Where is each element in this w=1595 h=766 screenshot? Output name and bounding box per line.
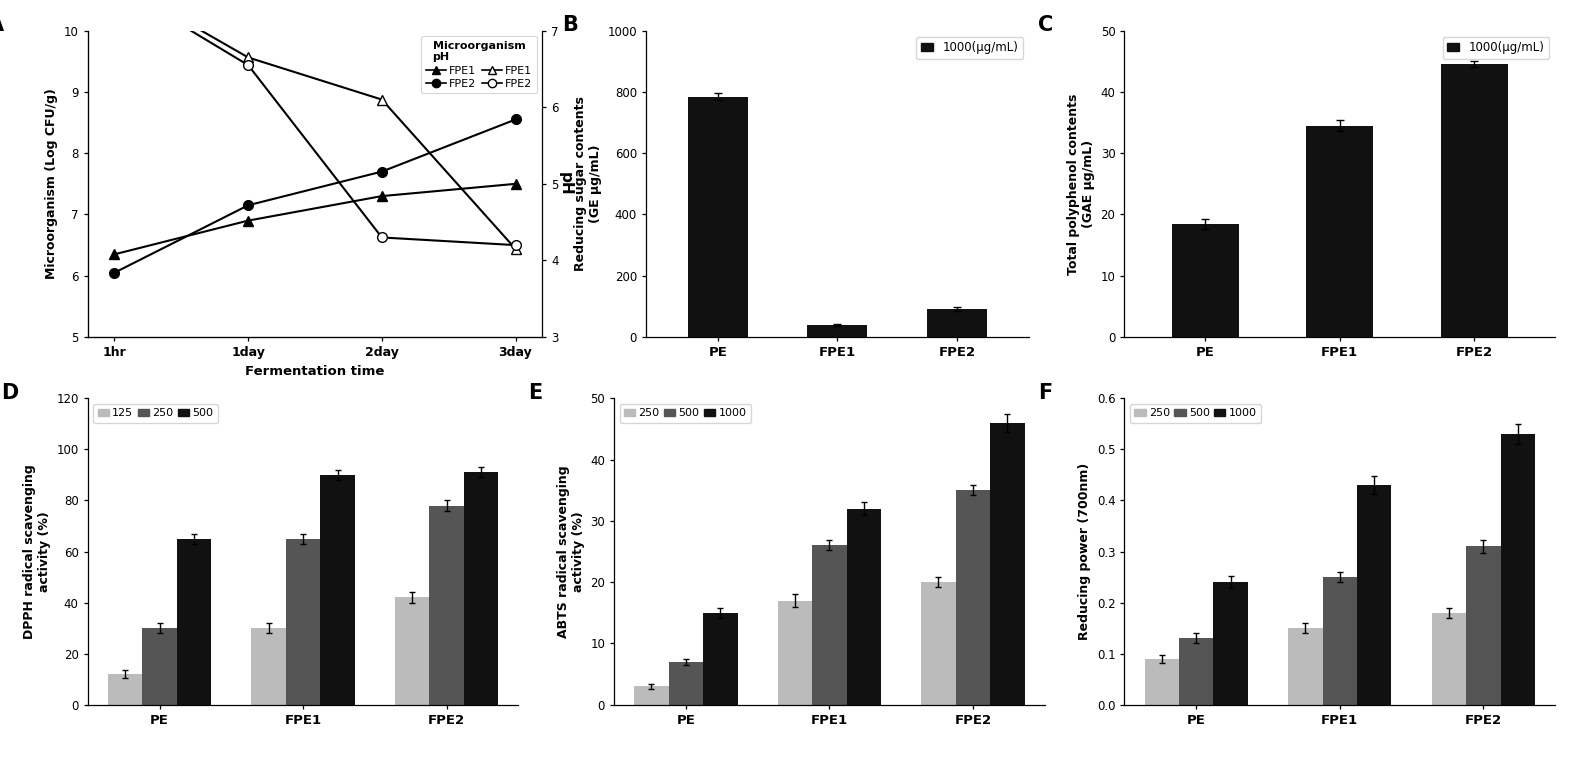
Bar	[847, 509, 880, 705]
Bar	[177, 538, 211, 705]
Bar	[108, 674, 142, 705]
Bar	[1145, 659, 1179, 705]
Legend: 250, 500, 1000: 250, 500, 1000	[619, 404, 751, 423]
Bar	[321, 475, 354, 705]
Bar	[1306, 126, 1373, 337]
Bar	[464, 473, 498, 705]
Y-axis label: Total polyphenol contents
(GAE μg/mL): Total polyphenol contents (GAE μg/mL)	[1067, 93, 1096, 274]
Text: B: B	[561, 15, 577, 35]
Bar	[922, 582, 955, 705]
Bar	[807, 325, 868, 337]
Bar	[635, 686, 668, 705]
Bar	[1440, 64, 1507, 337]
Y-axis label: Microorganism (Log CFU/g): Microorganism (Log CFU/g)	[45, 88, 59, 280]
Bar	[927, 309, 987, 337]
Bar	[142, 628, 177, 705]
Text: E: E	[528, 383, 542, 403]
Bar	[429, 506, 464, 705]
Bar	[1357, 485, 1391, 705]
Text: F: F	[1038, 383, 1053, 403]
Bar	[1214, 582, 1247, 705]
Legend: 1000(μg/mL): 1000(μg/mL)	[916, 37, 1022, 59]
Text: C: C	[1038, 15, 1054, 35]
Text: A: A	[0, 15, 3, 35]
Bar	[1501, 434, 1534, 705]
Bar	[286, 538, 321, 705]
Bar	[668, 662, 703, 705]
Legend: 125, 250, 500: 125, 250, 500	[93, 404, 217, 423]
Legend: FPE1, FPE2, FPE1, FPE2: FPE1, FPE2, FPE1, FPE2	[421, 36, 538, 93]
Y-axis label: ABTS radical scavenging
activity (%): ABTS radical scavenging activity (%)	[557, 465, 585, 638]
Y-axis label: pH: pH	[558, 172, 573, 195]
Bar	[955, 490, 990, 705]
Bar	[1432, 613, 1466, 705]
Bar	[252, 628, 286, 705]
Bar	[990, 423, 1024, 705]
Bar	[1466, 546, 1501, 705]
Bar	[1289, 628, 1322, 705]
Bar	[778, 601, 812, 705]
Y-axis label: Reducing sugar contents
(GE μg/mL): Reducing sugar contents (GE μg/mL)	[574, 97, 601, 271]
Bar	[687, 97, 748, 337]
Bar	[1322, 577, 1357, 705]
Bar	[1172, 224, 1239, 337]
Y-axis label: DPPH radical scavenging
activity (%): DPPH radical scavenging activity (%)	[22, 464, 51, 639]
Legend: 250, 500, 1000: 250, 500, 1000	[1129, 404, 1262, 423]
Legend: 1000(μg/mL): 1000(μg/mL)	[1442, 37, 1549, 59]
Bar	[396, 597, 429, 705]
Bar	[703, 613, 737, 705]
Bar	[812, 545, 847, 705]
Y-axis label: Reducing power (700nm): Reducing power (700nm)	[1078, 463, 1091, 640]
Bar	[1179, 638, 1214, 705]
X-axis label: Fermentation time: Fermentation time	[246, 365, 384, 378]
Text: D: D	[2, 383, 19, 403]
